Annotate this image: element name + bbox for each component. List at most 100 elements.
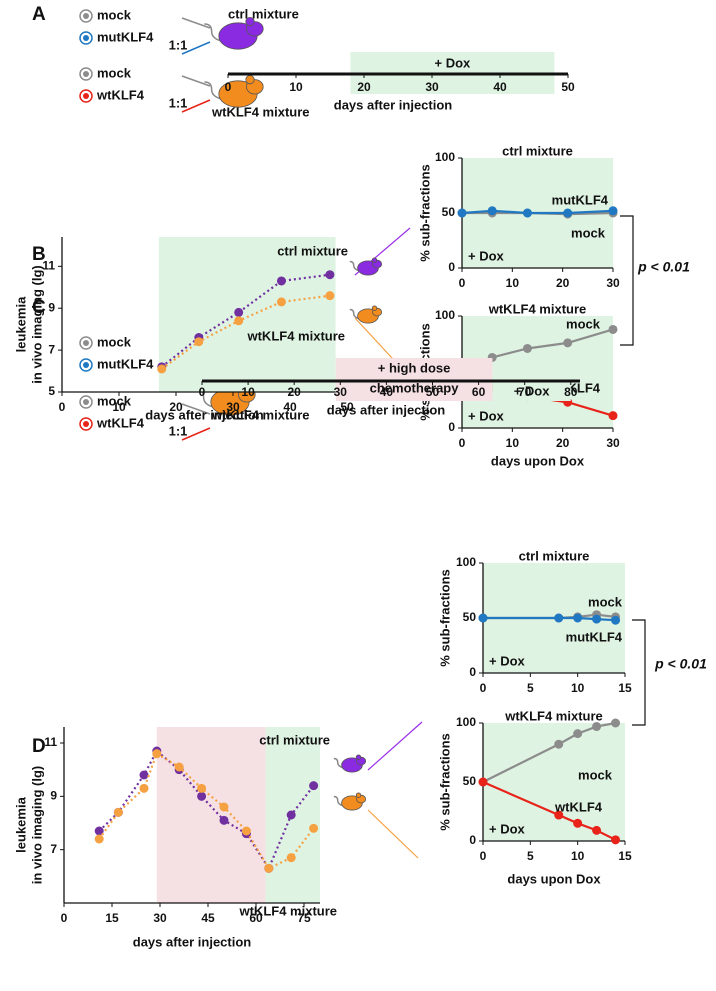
- y-tick-label: 9: [48, 300, 55, 314]
- y-tick-label: 100: [435, 150, 455, 164]
- data-point: [197, 783, 207, 793]
- y-tick-label: 100: [435, 308, 455, 322]
- data-point: [611, 718, 621, 728]
- x-axis-label: days upon Dox: [507, 871, 601, 886]
- item-label: mock: [97, 7, 132, 22]
- x-axis-label: days after injection: [145, 407, 264, 422]
- item-label: mock: [97, 65, 132, 80]
- mouse-ear: [355, 792, 362, 798]
- band: [158, 237, 336, 392]
- data-point: [478, 777, 488, 787]
- chart-title: wtKLF4 mixture: [488, 301, 587, 316]
- data-point: [286, 810, 296, 820]
- data-point: [573, 729, 583, 739]
- panel-label: B: [32, 244, 46, 265]
- x-tick-label: 20: [556, 436, 570, 450]
- item-dot: [83, 93, 89, 99]
- x-tick-label: 30: [606, 276, 620, 290]
- band-label: chemotherapy: [370, 380, 460, 395]
- x-axis-label: days after injection: [334, 97, 453, 112]
- x-tick-label: 20: [357, 80, 371, 94]
- band: [483, 723, 625, 841]
- x-axis-label: days after injection: [133, 934, 252, 949]
- data-point: [554, 613, 564, 623]
- item-dot: [83, 362, 89, 368]
- x-tick-label: 30: [226, 400, 240, 414]
- panel-label: C: [32, 297, 46, 318]
- y-tick-label: 0: [469, 665, 476, 679]
- data-point: [234, 307, 244, 317]
- annotation: + Dox: [468, 408, 505, 423]
- x-tick-label: 30: [606, 436, 620, 450]
- x-tick-label: 50: [426, 385, 440, 399]
- data-point: [487, 206, 497, 216]
- panel-label: D: [32, 736, 46, 757]
- band: [156, 727, 266, 903]
- data-point: [194, 337, 204, 347]
- y-tick-label: 9: [50, 789, 57, 803]
- series-label: mock: [578, 767, 613, 782]
- mouse-tail: [204, 81, 222, 100]
- band-label: + Dox: [514, 383, 551, 398]
- series-label: mock: [566, 316, 601, 331]
- series-line: [161, 273, 331, 368]
- y-tick-label: 11: [42, 258, 55, 272]
- data-point: [457, 208, 467, 218]
- data-point: [276, 297, 286, 307]
- data-point: [563, 338, 573, 348]
- x-tick-label: 20: [288, 385, 302, 399]
- data-point: [592, 722, 602, 732]
- x-tick-label: 40: [380, 385, 394, 399]
- x-tick-label: 45: [201, 911, 215, 925]
- x-tick-label: 10: [112, 400, 126, 414]
- x-tick-label: 5: [527, 849, 534, 863]
- data-point: [478, 613, 488, 623]
- x-tick-label: 5: [527, 681, 534, 695]
- data-point: [309, 823, 319, 833]
- data-point: [286, 853, 296, 863]
- data-point: [139, 783, 149, 793]
- arrow: [181, 99, 211, 113]
- x-tick-label: 50: [340, 400, 354, 414]
- x-tick-label: 40: [283, 400, 297, 414]
- x-tick-label: 50: [561, 80, 575, 94]
- mixture-label: wtKLF4 mixture: [211, 407, 310, 422]
- data-point: [325, 270, 335, 280]
- mouse-ear: [371, 305, 378, 311]
- y-tick-label: 50: [463, 610, 477, 624]
- data-point: [309, 781, 319, 791]
- x-tick-label: 60: [249, 911, 263, 925]
- item-dot: [83, 399, 89, 405]
- mouse-tail: [349, 308, 360, 320]
- y-tick-label: 0: [448, 420, 455, 434]
- mouse-ear: [245, 75, 255, 85]
- item-dot: [83, 71, 89, 77]
- x-tick-label: 10: [241, 385, 255, 399]
- x-tick-label: 30: [153, 911, 167, 925]
- bracket: [620, 215, 634, 346]
- series-label: wtKLF4 mixture: [246, 328, 345, 343]
- mixture-label: ctrl mixture: [228, 6, 299, 21]
- x-axis-label: days upon Dox: [491, 453, 585, 468]
- data-point: [592, 614, 602, 624]
- arrow: [181, 403, 211, 415]
- x-tick-label: 10: [506, 276, 520, 290]
- chart-title: ctrl mixture: [502, 143, 573, 158]
- y-tick-label: 50: [463, 774, 477, 788]
- y-axis-label: in vivo imaging (lg): [29, 265, 44, 383]
- annotation: + Dox: [489, 821, 526, 836]
- series-label: wtKLF4: [554, 799, 603, 814]
- data-point: [174, 762, 184, 772]
- y-tick-label: 0: [469, 833, 476, 847]
- x-tick-label: 80: [564, 385, 578, 399]
- x-tick-label: 0: [459, 436, 466, 450]
- data-point: [152, 749, 162, 759]
- item-dot: [83, 340, 89, 346]
- x-tick-label: 10: [289, 80, 303, 94]
- x-tick-label: 10: [571, 681, 585, 695]
- y-axis-label: leukemia: [13, 796, 28, 852]
- p-value: p < 0.01: [637, 259, 690, 275]
- x-axis-label: days after injection: [327, 402, 446, 417]
- data-point: [241, 826, 251, 836]
- annotation: + Dox: [468, 248, 505, 263]
